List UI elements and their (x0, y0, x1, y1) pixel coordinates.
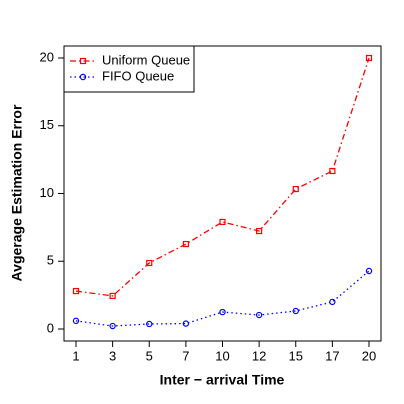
x-tick-label: 7 (182, 348, 189, 363)
series-line (75, 57, 370, 297)
x-tick-label: 15 (289, 348, 303, 363)
point (329, 167, 336, 175)
x-tick-label: 12 (252, 348, 266, 363)
y-tick-label: 20 (40, 49, 54, 64)
point (329, 298, 336, 306)
y-tick-label: 15 (40, 117, 54, 132)
legend-marker (79, 73, 87, 81)
point (292, 307, 299, 315)
x-tick-label: 5 (146, 348, 153, 363)
x-tick-label: 20 (362, 348, 376, 363)
point (255, 311, 263, 319)
point (182, 320, 190, 327)
legend-label: Uniform Queue (102, 52, 190, 67)
point (219, 308, 226, 316)
x-tick-label: 10 (215, 348, 229, 363)
legend-label: FIFO Queue (102, 68, 174, 83)
point (109, 292, 116, 300)
point (146, 320, 153, 328)
y-tick-label: 0 (47, 320, 54, 335)
x-axis-title: Inter − arrival Time (160, 372, 285, 388)
x-tick-label: 3 (109, 348, 116, 363)
point (365, 267, 373, 275)
x-tick-label: 1 (72, 348, 79, 363)
legend-box (63, 45, 195, 93)
x-tick-label: 17 (325, 348, 339, 363)
series-line (75, 270, 370, 327)
point (72, 287, 80, 295)
point (109, 322, 116, 330)
y-tick-label: 5 (47, 253, 54, 268)
y-tick-label: 10 (40, 185, 54, 200)
point (146, 259, 153, 267)
point (72, 317, 80, 325)
point (219, 218, 226, 226)
point (256, 227, 263, 235)
y-axis-title: Avgerage Estimation Error (9, 104, 25, 281)
point (292, 185, 299, 193)
legend-marker (79, 57, 87, 65)
point (365, 54, 373, 62)
point (182, 240, 189, 248)
